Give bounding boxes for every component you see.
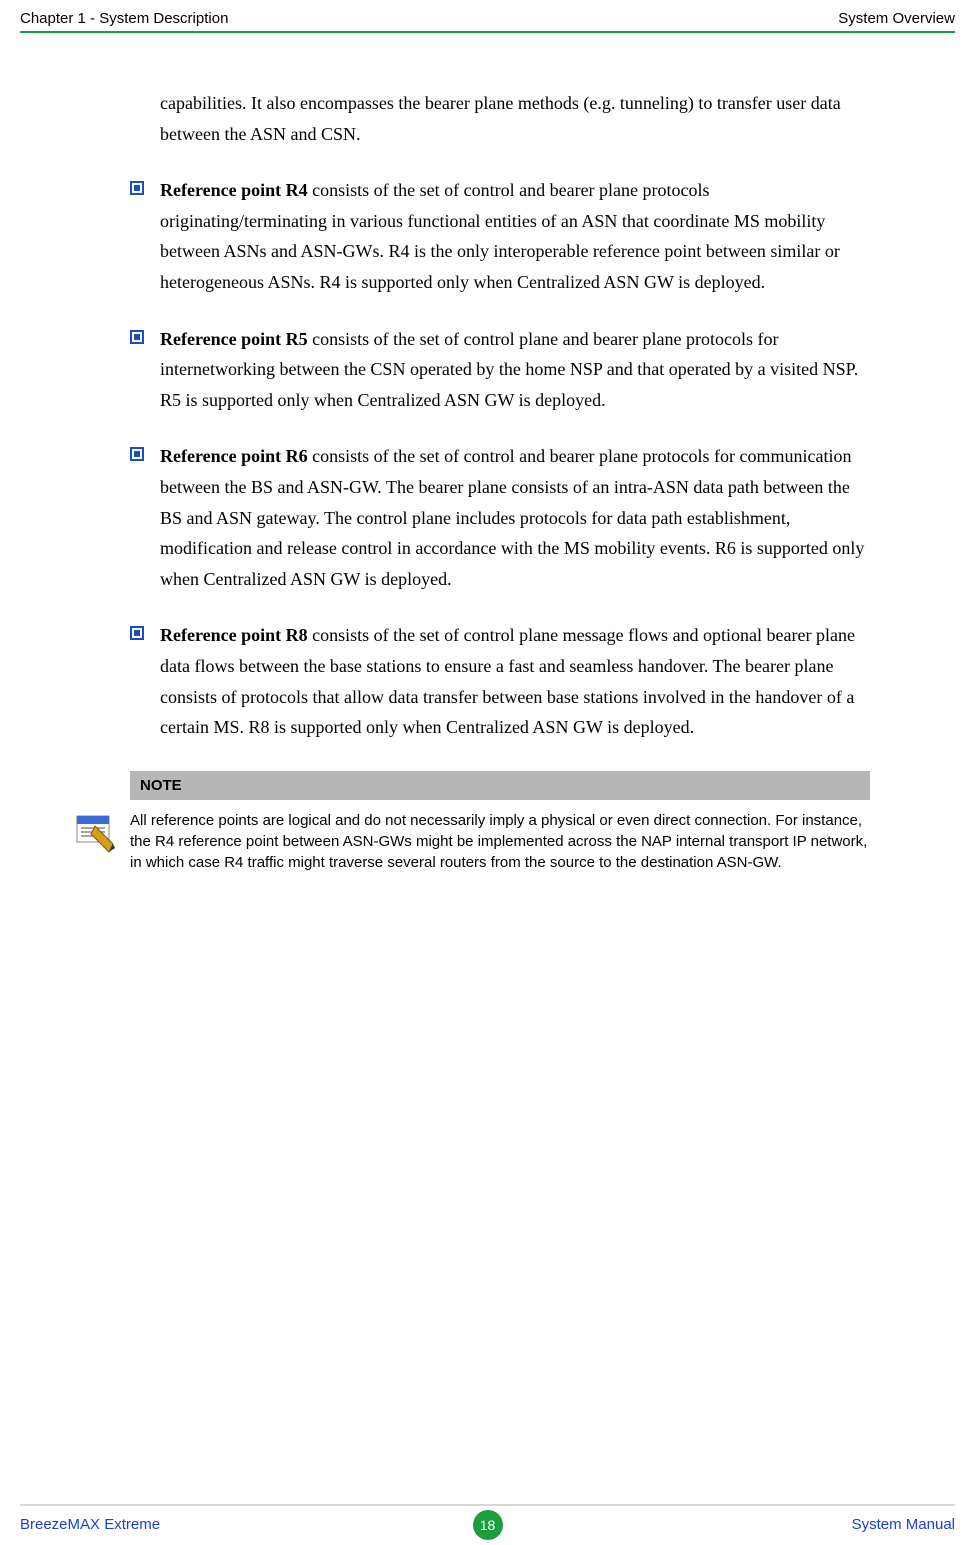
bullet-r5: Reference point R5 consists of the set o… <box>130 324 870 416</box>
header-left: Chapter 1 - System Description <box>20 10 228 27</box>
note-body: All reference points are logical and do … <box>75 800 870 873</box>
note-text: All reference points are logical and do … <box>130 810 870 873</box>
footer-product: BreezeMAX Extreme <box>20 1516 160 1533</box>
page-number-badge: 18 <box>473 1510 503 1540</box>
footer-rule <box>20 1504 955 1506</box>
bullet-bold: Reference point R5 <box>160 329 308 349</box>
bullet-r6: Reference point R6 consists of the set o… <box>130 441 870 594</box>
page-header: Chapter 1 - System Description System Ov… <box>0 0 975 31</box>
bullet-r4: Reference point R4 consists of the set o… <box>130 175 870 297</box>
footer-manual: System Manual <box>852 1516 955 1533</box>
bullet-square-icon <box>130 330 144 344</box>
bullet-r8: Reference point R8 consists of the set o… <box>130 620 870 742</box>
header-right: System Overview <box>838 10 955 27</box>
note-header: NOTE <box>130 771 870 800</box>
bullet-bold: Reference point R6 <box>160 446 308 466</box>
note-block: NOTE All reference points are logical an… <box>75 771 870 873</box>
intro-paragraph: capabilities. It also encompasses the be… <box>160 88 870 149</box>
page-footer: BreezeMAX Extreme 18 System Manual <box>0 1504 975 1545</box>
bullet-bold: Reference point R8 <box>160 625 308 645</box>
bullet-square-icon <box>130 181 144 195</box>
bullet-square-icon <box>130 626 144 640</box>
bullet-square-icon <box>130 447 144 461</box>
bullet-bold: Reference point R4 <box>160 180 308 200</box>
bullet-rest: consists of the set of control and beare… <box>160 446 864 588</box>
page-content: capabilities. It also encompasses the be… <box>0 33 975 873</box>
note-icon <box>75 814 117 856</box>
footer-row: BreezeMAX Extreme 18 System Manual <box>20 1516 955 1533</box>
